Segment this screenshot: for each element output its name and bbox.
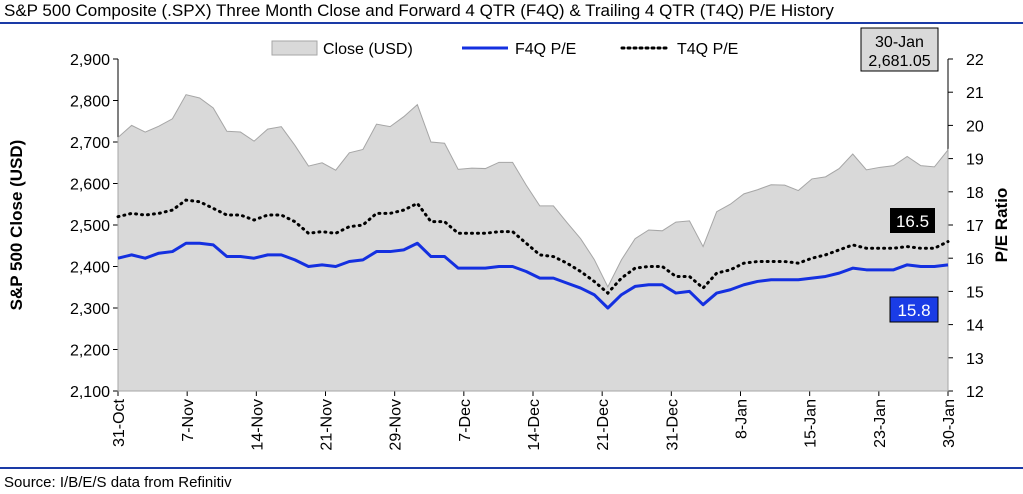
x-tick-label: 14-Dec <box>526 399 543 451</box>
right-tick-label: 15 <box>966 284 984 301</box>
x-tick-label: 15-Jan <box>803 399 820 448</box>
x-tick-label: 31-Oct <box>111 398 128 447</box>
x-tick-label: 7-Nov <box>180 399 197 442</box>
legend-label-t4q: T4Q P/E <box>677 41 738 58</box>
right-tick-label: 17 <box>966 218 984 235</box>
left-tick-label: 2,100 <box>70 384 110 401</box>
right-axis-title: P/E Ratio <box>992 188 1011 263</box>
x-tick-label: 14-Nov <box>249 399 266 451</box>
legend-swatch-close <box>271 40 318 56</box>
left-tick-label: 2,900 <box>70 52 110 69</box>
right-tick-label: 13 <box>966 351 984 368</box>
legend: Close (USD) F4Q P/E T4Q P/E <box>271 40 738 58</box>
x-tick-label: 31-Dec <box>664 399 681 451</box>
x-tick-label: 29-Nov <box>388 399 405 451</box>
source-note: Source: I/B/E/S data from Refinitiv <box>4 474 232 491</box>
right-tick-label: 18 <box>966 185 984 202</box>
left-tick-label: 2,500 <box>70 218 110 235</box>
right-tick-label: 20 <box>966 118 984 135</box>
labels-layer: 2,100 2,200 2,300 2,400 2,500 2,600 2,700 2,800… <box>7 52 1011 451</box>
x-tick-label: 8-Jan <box>734 399 751 439</box>
right-tick-label: 19 <box>966 152 984 169</box>
close-area-layer <box>117 94 949 392</box>
x-tick-label: 21-Nov <box>319 399 336 451</box>
pe-lines-layer <box>116 198 950 310</box>
bottom-rule <box>0 467 1023 469</box>
t4q-label-box <box>890 208 935 233</box>
chart-title: S&P 500 Composite (.SPX) Three Month Clo… <box>4 1 834 20</box>
right-tick-label: 16 <box>966 251 984 268</box>
left-tick-label: 2,800 <box>70 94 110 111</box>
x-tick-label: 21-Dec <box>595 399 612 451</box>
left-tick-label: 2,700 <box>70 135 110 152</box>
left-tick-label: 2,200 <box>70 343 110 360</box>
right-tick-label: 12 <box>966 384 984 401</box>
chart: 2,100 2,200 2,300 2,400 2,500 2,600 2,700 2,800… <box>7 27 1011 451</box>
f4q-label-box <box>889 296 939 323</box>
right-tick-label: 22 <box>966 52 984 69</box>
left-tick-label: 2,600 <box>70 177 110 194</box>
right-tick-label: 14 <box>966 318 984 335</box>
left-axis-title: S&P 500 Close (USD) <box>7 140 26 311</box>
top-rule <box>0 22 1023 24</box>
latest-close-date: 30-Jan <box>875 34 924 51</box>
right-tick-label: 21 <box>966 85 984 102</box>
close-area-series <box>117 94 949 392</box>
t4q-pe-line <box>116 198 950 296</box>
latest-close-value: 2,681.05 <box>868 53 930 70</box>
legend-label-close: Close (USD) <box>323 41 413 58</box>
left-tick-label: 2,400 <box>70 260 110 277</box>
t4q-value-label: 16.5 <box>890 208 935 233</box>
x-tick-label: 23-Jan <box>872 399 889 448</box>
x-tick-label: 7-Dec <box>457 399 474 442</box>
left-tick-label: 2,300 <box>70 301 110 318</box>
t4q-label-text: 16.5 <box>896 212 929 231</box>
f4q-pe-line <box>117 241 949 310</box>
latest-close-box <box>860 27 939 72</box>
x-tick-label: 30-Jan <box>941 399 958 448</box>
f4q-value-label: 15.8 <box>889 296 939 323</box>
f4q-label-text: 15.8 <box>897 301 930 320</box>
legend-label-f4q: F4Q P/E <box>515 41 576 58</box>
latest-close-callout: 30-Jan 2,681.05 <box>860 27 939 72</box>
